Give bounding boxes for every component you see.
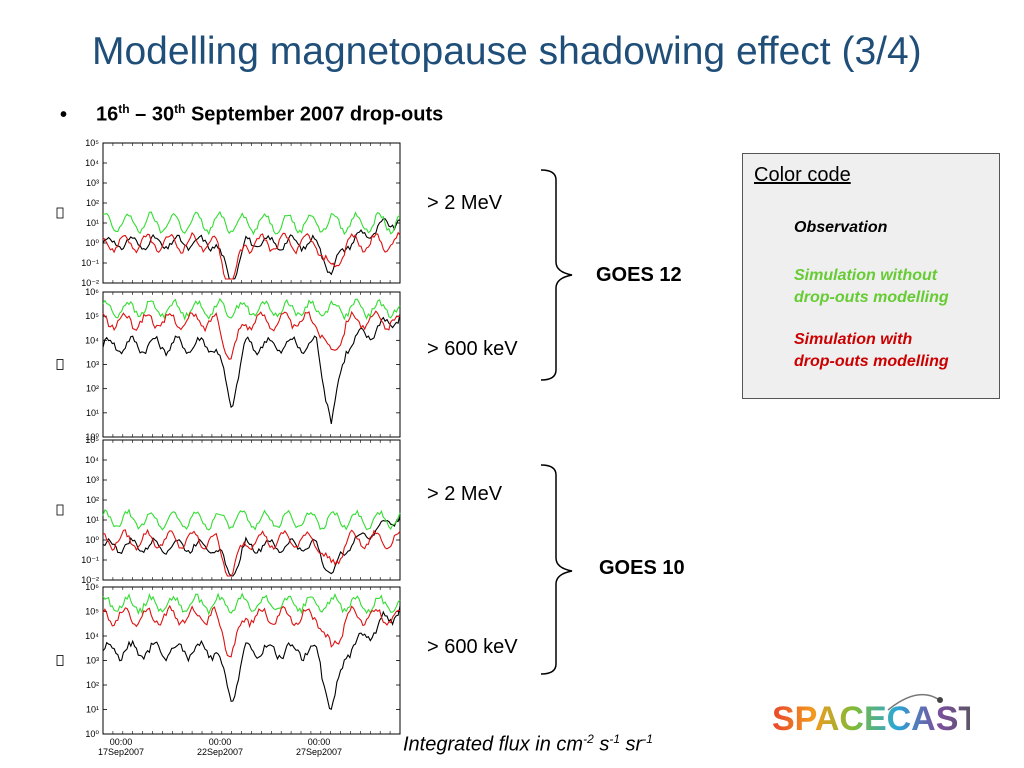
y-tick-label: 10² (86, 680, 99, 690)
y-axis-label-glyph (56, 207, 64, 219)
color-code-legend: Color code Observation Simulation withou… (742, 153, 1000, 399)
bullet-part-2: – 30 (129, 103, 175, 126)
y-tick-label: 10¹ (86, 218, 99, 228)
series-line-3 (102, 604, 401, 658)
y-tick-label: 10² (86, 384, 99, 394)
x-tick-label: 27Sep2007 (296, 747, 342, 757)
y-tick-label: 10⁵ (85, 435, 99, 445)
y-tick-label: 10⁻² (81, 575, 99, 585)
flux-panel-4: 10⁶10⁵10⁴10³10²10¹10⁰00:0017Sep200700:00… (56, 582, 401, 757)
y-tick-label: 10⁻² (81, 278, 99, 288)
caption-sup-1: -2 (583, 732, 594, 746)
bullet-part-3: September 2007 drop-outs (185, 103, 444, 126)
flux-panel-3: 10⁵ 10⁴ 10³ 10² 10¹ 10⁰ 10⁻¹ 10⁻² (56, 435, 401, 585)
bullet-marker: • (60, 103, 68, 126)
caption-sup-3: -1 (642, 732, 653, 746)
plot-frame (102, 142, 401, 284)
y-tick-label: 10⁰ (85, 729, 99, 739)
series-line-1 (102, 218, 401, 280)
series-line-3 (102, 231, 401, 280)
legend-observation-line-1: Observation (794, 219, 888, 236)
y-tick-label: 10² (86, 198, 99, 208)
caption-part-1: Integrated flux in cm (403, 733, 584, 756)
y-tick-label: 10⁰ (85, 238, 99, 248)
y-tick-label: 10¹ (86, 515, 99, 525)
legend-item-sim-with: Simulation with drop-outs modelling (794, 329, 949, 373)
bullet-sup-2: th (174, 102, 186, 116)
y-tick-label: 10⁴ (85, 158, 99, 168)
plot-frame (102, 439, 401, 581)
x-tick-label: 17Sep2007 (98, 747, 144, 757)
legend-sim-with-line-1: Simulation with (794, 331, 913, 348)
y-tick-label: 10³ (86, 360, 99, 370)
y-tick-label: 10³ (86, 475, 99, 485)
x-tick-label: 00:00 (209, 737, 232, 747)
y-tick-label: 10¹ (86, 408, 99, 418)
y-tick-label: 10⁻¹ (81, 555, 99, 565)
y-tick-label: 10¹ (86, 705, 99, 715)
bullet-part-1: 16 (96, 103, 119, 126)
series-line-1 (102, 605, 401, 710)
legend-title: Color code (754, 164, 851, 186)
legend-sim-without-line-2: drop-outs modelling (794, 289, 949, 306)
series-line-2 (102, 297, 401, 322)
plot-frame (102, 291, 401, 438)
energy-label-goes12-600kev: > 600 keV (427, 338, 518, 360)
y-axis-label-glyph (56, 359, 64, 370)
spacecast-logo: SPACECAST (772, 693, 970, 738)
flux-panel-2: 10⁶ 10⁵ 10⁴ 10³ 10² 10¹ 10⁰ (56, 287, 401, 442)
series-line-2 (102, 508, 401, 531)
series-line-2 (102, 210, 401, 236)
series-line-3 (102, 310, 401, 360)
y-tick-label: 10⁰ (85, 535, 99, 545)
legend-item-sim-without: Simulation without drop-outs modelling (794, 265, 949, 309)
satellite-label-goes10: GOES 10 (599, 557, 685, 579)
y-tick-label: 10⁴ (85, 335, 99, 345)
y-tick-label: 10⁴ (85, 455, 99, 465)
energy-label-goes12-2mev: > 2 MeV (427, 192, 503, 214)
y-tick-label: 10⁰ (85, 432, 99, 442)
caption-sup-2: -1 (609, 732, 620, 746)
bullet-heading: • 16th – 30th September 2007 drop-outs (60, 102, 443, 127)
y-tick-label: 10³ (86, 656, 99, 666)
legend-sim-without-line-1: Simulation without (794, 267, 938, 284)
flux-panel-1: 10⁵ 10⁴ 10³ 10² 10¹ 10⁰ 10⁻¹ 10⁻² (56, 138, 401, 288)
y-tick-label: 10² (86, 495, 99, 505)
y-axis-label-glyph (56, 504, 64, 516)
x-tick-label: 22Sep2007 (197, 747, 243, 757)
y-tick-label: 10⁶ (85, 582, 99, 592)
series-line-2 (102, 592, 401, 616)
y-tick-label: 10⁵ (85, 607, 99, 617)
x-tick-label: 00:00 (308, 737, 331, 747)
y-tick-label: 10⁵ (85, 138, 99, 148)
caption-part-2: s (593, 733, 610, 756)
series-line-1 (102, 313, 401, 424)
energy-label-goes10-600kev: > 600 keV (427, 636, 518, 658)
flux-units-caption: Integrated flux in cm-2 s-1 sr-1 (403, 732, 653, 757)
logo-text: SPACECAST (772, 700, 970, 738)
y-tick-label: 10⁶ (85, 287, 99, 297)
slide-title: Modelling magnetopause shadowing effect … (92, 30, 922, 73)
x-tick-label: 00:00 (110, 737, 133, 747)
energy-label-goes10-2mev: > 2 MeV (427, 483, 503, 505)
bullet-sup-1: th (118, 102, 130, 116)
series-line-3 (102, 528, 401, 577)
y-tick-label: 10⁴ (85, 631, 99, 641)
legend-item-observation: Observation (794, 217, 887, 239)
bracket-goes10 (540, 464, 573, 675)
caption-part-3: sr (620, 733, 643, 756)
y-axis-label-glyph (56, 655, 64, 666)
satellite-label-goes12: GOES 12 (596, 264, 682, 286)
bracket-goes12 (540, 169, 573, 381)
y-tick-label: 10⁵ (85, 311, 99, 321)
legend-sim-with-line-2: drop-outs modelling (794, 353, 949, 370)
y-tick-label: 10⁻¹ (81, 258, 99, 268)
y-tick-label: 10³ (86, 178, 99, 188)
